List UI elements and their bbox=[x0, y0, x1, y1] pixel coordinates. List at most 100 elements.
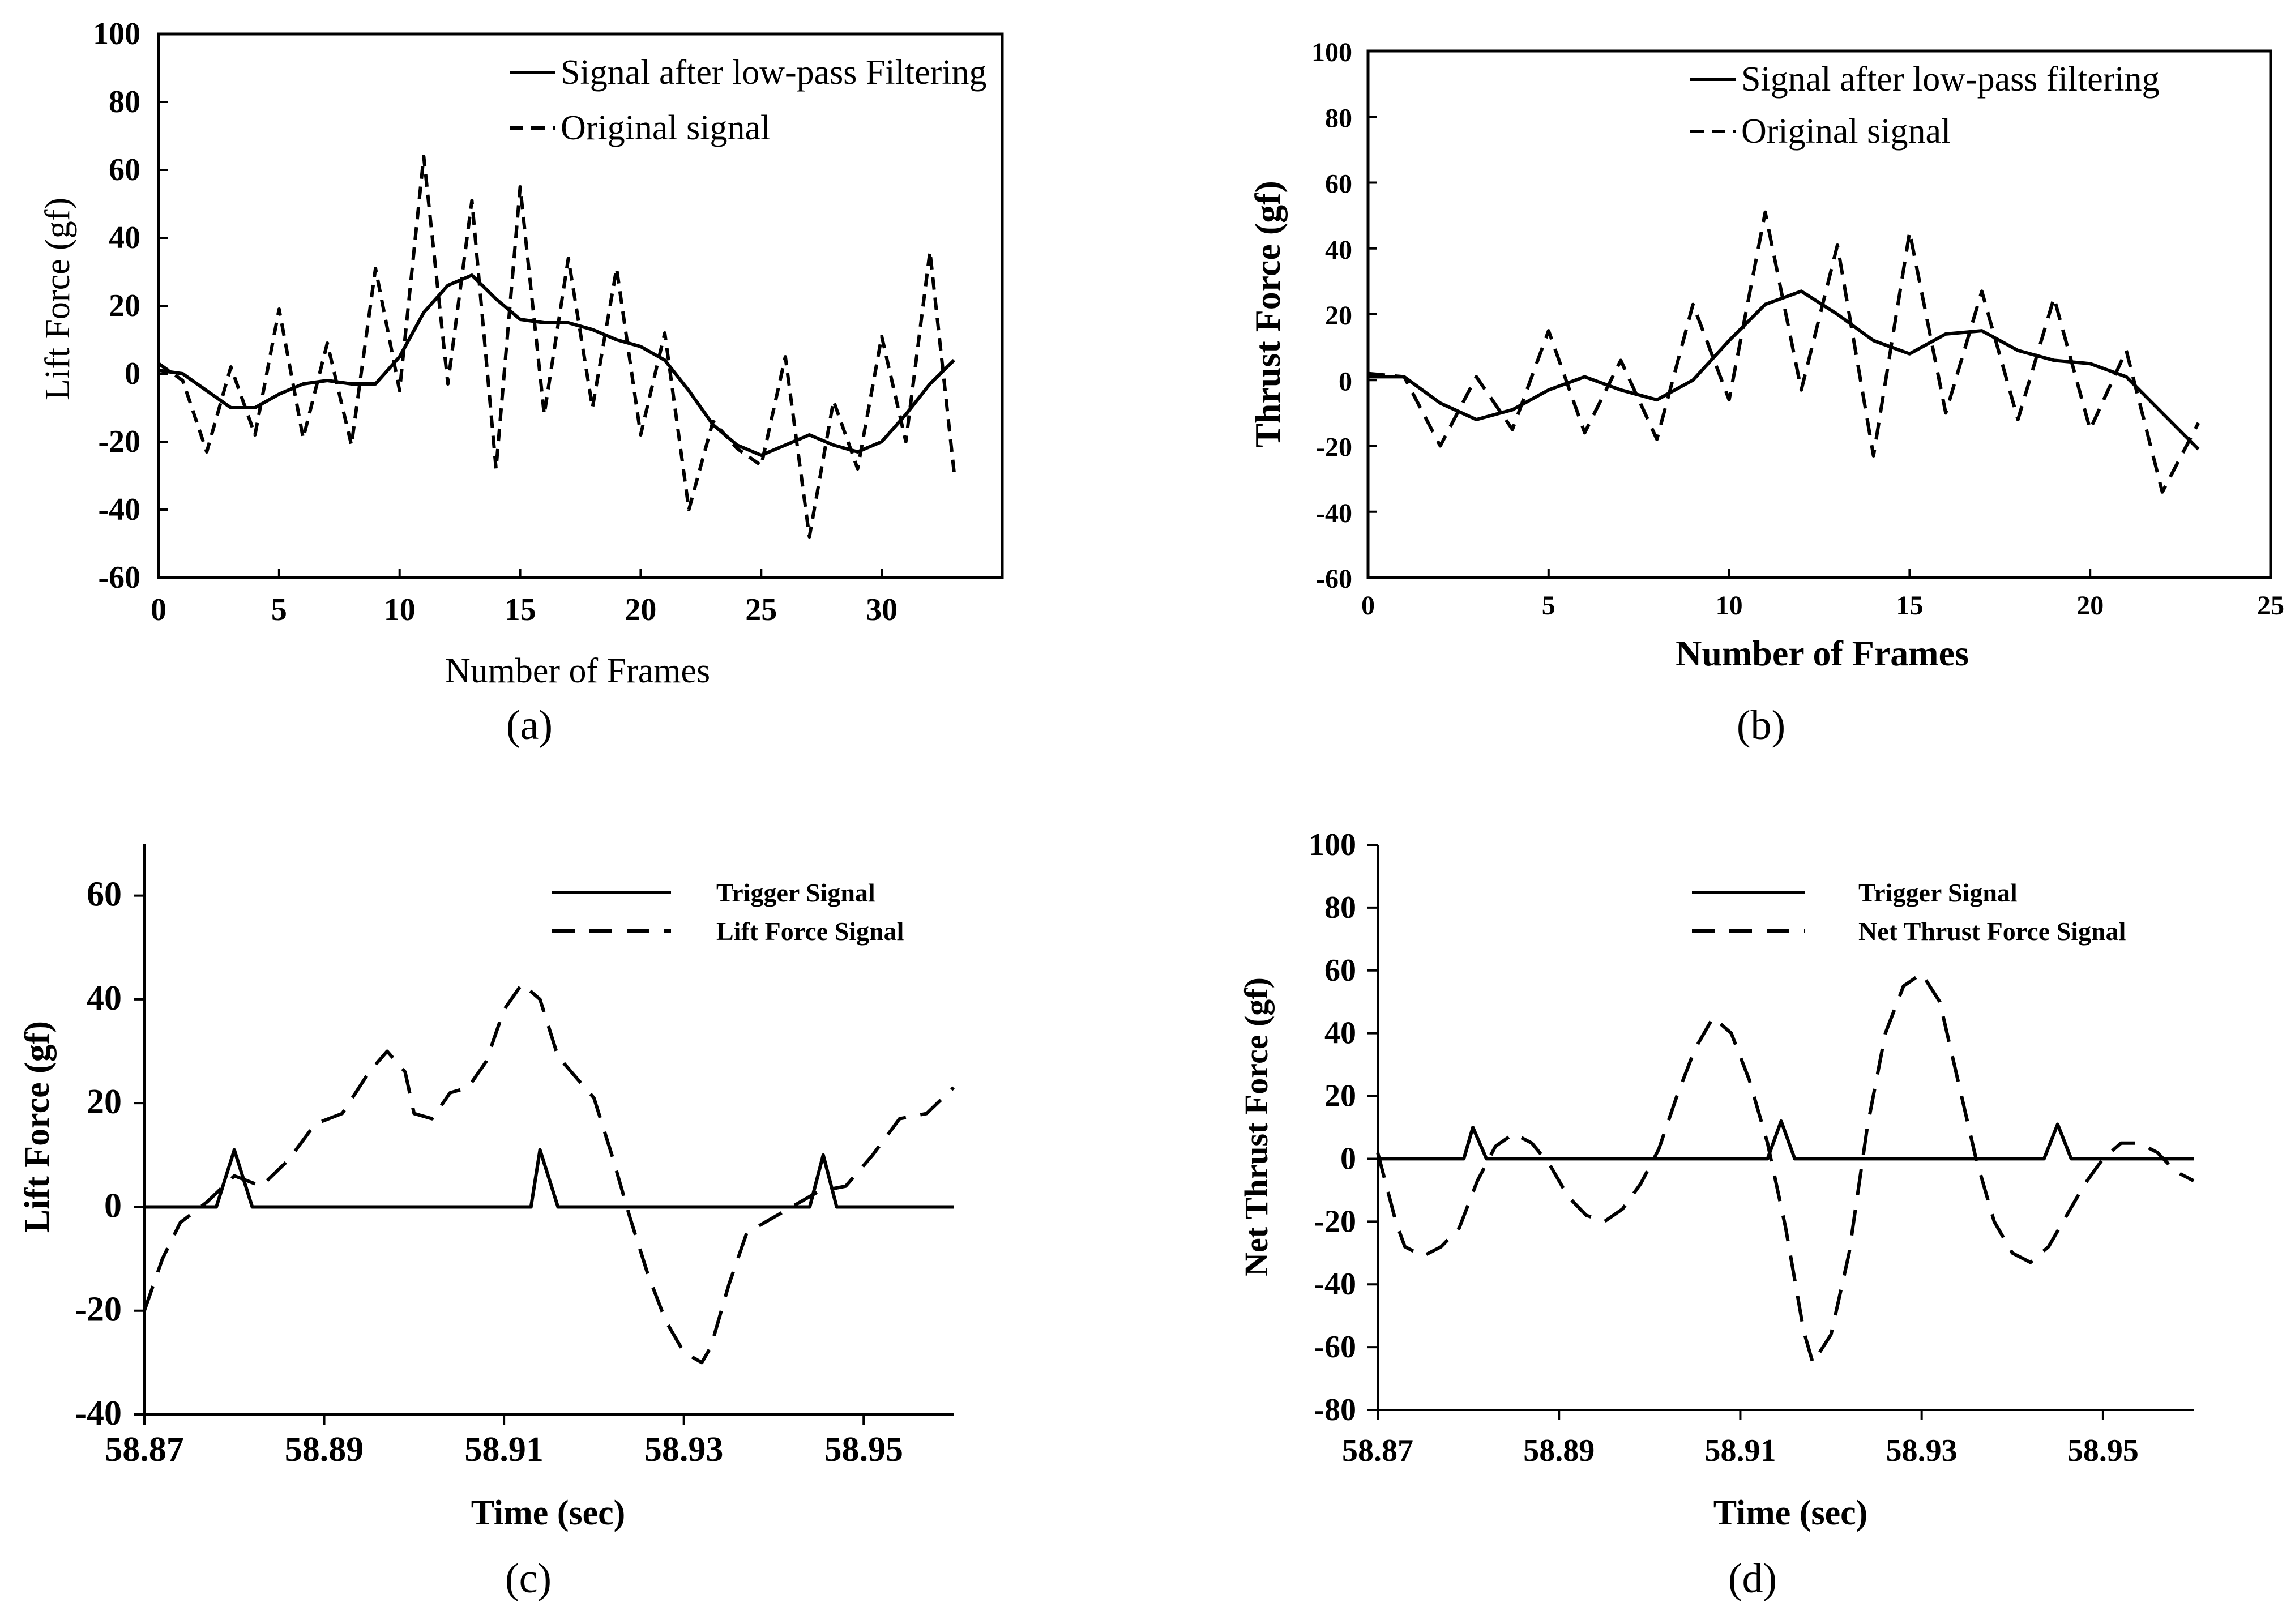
y-tick-label-c-5: 60 bbox=[87, 875, 122, 914]
y-tick-label-b-0: -60 bbox=[1316, 564, 1352, 594]
x-tick-label-d-4: 58.95 bbox=[2067, 1433, 2139, 1468]
y-tick-label-d-9: 100 bbox=[1309, 827, 1356, 862]
y-tick-label-d-0: -80 bbox=[1314, 1392, 1356, 1428]
y-tick-label-a-6: 60 bbox=[109, 152, 140, 187]
series-line-d-0 bbox=[1378, 1119, 2194, 1161]
chart-panel-c: -40 -20 0 20 40 60 58.87 58.89 58.91 58.93 58.95 T… bbox=[18, 844, 955, 1602]
series-line-d-1 bbox=[1376, 972, 2195, 1365]
x-tick-label-d-0: 58.87 bbox=[1342, 1433, 1413, 1468]
legend-label-c-1: Lift Force Signal bbox=[716, 917, 904, 946]
y-tick-label-a-3: 0 bbox=[125, 356, 140, 391]
chart-panel-a: -60 -40 -20 0 20 40 60 80 100 0 5 10 15 20 25 30 Number… bbox=[39, 16, 1004, 749]
tick-labels-a: -60 -40 -20 0 20 40 60 80 100 0 5 10 15 20 25 30 bbox=[93, 16, 898, 627]
y-tick-label-d-3: -20 bbox=[1314, 1204, 1356, 1239]
caption-a: (a) bbox=[506, 702, 553, 749]
y-tick-label-b-6: 60 bbox=[1325, 169, 1352, 199]
x-tick-label-b-4: 20 bbox=[2076, 591, 2104, 621]
x-tick-label-d-3: 58.93 bbox=[1886, 1433, 1958, 1468]
x-tick-label-c-1: 58.89 bbox=[285, 1430, 364, 1469]
series-line-b-1 bbox=[1367, 210, 2200, 494]
x-tick-label-a-6: 30 bbox=[866, 592, 898, 627]
series-lines-a bbox=[157, 155, 956, 539]
tick-labels-d: -80 -60 -40 -20 0 20 40 60 80 100 58.87 58.89 58.91 5… bbox=[1309, 827, 2139, 1468]
caption-d: (d) bbox=[1728, 1555, 1777, 1602]
x-tick-label-a-1: 5 bbox=[271, 592, 287, 627]
series-lines-c bbox=[143, 982, 955, 1365]
y-tick-label-c-3: 20 bbox=[87, 1083, 122, 1121]
series-line-c-1 bbox=[143, 982, 955, 1365]
legend-label-b-0: Signal after low-pass filtering bbox=[1741, 60, 2160, 99]
ticks-a bbox=[157, 33, 883, 579]
x-tick-label-b-2: 10 bbox=[1716, 591, 1743, 621]
series-lines-d bbox=[1376, 972, 2195, 1365]
x-tick-label-b-3: 15 bbox=[1896, 591, 1923, 621]
x-tick-label-d-1: 58.89 bbox=[1523, 1433, 1595, 1468]
y-tick-label-d-1: -60 bbox=[1314, 1330, 1356, 1365]
legend-label-a-0: Signal after low-pass Filtering bbox=[561, 53, 986, 92]
y-tick-label-a-2: -20 bbox=[98, 424, 140, 459]
x-axis-label-d: Time (sec) bbox=[1713, 1494, 1868, 1532]
y-axis-label-d: Net Thrust Force (gf) bbox=[1238, 977, 1275, 1276]
y-tick-label-c-4: 40 bbox=[87, 979, 122, 1018]
legend-a: Signal after low-pass Filtering Original… bbox=[510, 53, 986, 147]
x-tick-label-c-4: 58.95 bbox=[824, 1430, 903, 1469]
legend-label-a-1: Original signal bbox=[561, 109, 770, 147]
y-tick-label-c-1: -20 bbox=[75, 1290, 122, 1329]
tick-labels-b: -60 -40 -20 0 20 40 60 80 100 0 5 10 15 20 25 bbox=[1311, 37, 2284, 621]
x-tick-label-c-2: 58.91 bbox=[464, 1430, 544, 1469]
y-tick-label-b-7: 80 bbox=[1325, 103, 1352, 133]
y-tick-label-d-7: 60 bbox=[1324, 953, 1356, 988]
y-axis-label-b: Thrust Force (gf) bbox=[1247, 181, 1288, 448]
x-tick-label-a-3: 15 bbox=[505, 592, 536, 627]
series-line-a-0 bbox=[158, 273, 956, 457]
legend-b: Signal after low-pass filtering Original… bbox=[1690, 60, 2160, 151]
y-tick-label-a-1: -40 bbox=[98, 492, 140, 527]
x-axis-label-b: Number of Frames bbox=[1676, 633, 1969, 673]
caption-c: (c) bbox=[505, 1555, 552, 1602]
chart-panel-d: -80 -60 -40 -20 0 20 40 60 80 100 58.87 58.89 58.91 5… bbox=[1238, 827, 2195, 1602]
legend-label-b-1: Original signal bbox=[1741, 112, 1951, 151]
x-tick-label-a-0: 0 bbox=[151, 592, 166, 627]
y-tick-label-d-6: 40 bbox=[1324, 1016, 1356, 1051]
x-tick-label-c-3: 58.93 bbox=[644, 1430, 724, 1469]
legend-d: Trigger Signal Net Thrust Force Signal bbox=[1692, 878, 2126, 946]
x-tick-label-b-0: 0 bbox=[1361, 591, 1375, 621]
x-tick-label-a-2: 10 bbox=[384, 592, 416, 627]
series-lines-b bbox=[1367, 210, 2200, 494]
x-tick-label-b-5: 25 bbox=[2257, 591, 2284, 621]
y-tick-label-a-5: 40 bbox=[109, 220, 140, 255]
ticks-c bbox=[134, 894, 865, 1425]
y-tick-label-a-0: -60 bbox=[98, 560, 140, 595]
series-line-a-1 bbox=[157, 155, 956, 539]
x-tick-label-d-2: 58.91 bbox=[1704, 1433, 1776, 1468]
x-tick-label-b-1: 5 bbox=[1542, 591, 1555, 621]
y-tick-label-d-2: -40 bbox=[1314, 1267, 1356, 1302]
x-tick-label-c-0: 58.87 bbox=[105, 1430, 184, 1469]
legend-label-d-1: Net Thrust Force Signal bbox=[1858, 917, 2126, 946]
y-tick-label-b-1: -40 bbox=[1316, 498, 1352, 528]
x-axis-label-c: Time (sec) bbox=[471, 1494, 626, 1532]
y-tick-label-d-5: 20 bbox=[1324, 1079, 1356, 1114]
legend-c: Trigger Signal Lift Force Signal bbox=[552, 878, 904, 946]
y-tick-label-d-4: 0 bbox=[1340, 1141, 1356, 1176]
ticks-b bbox=[1367, 50, 2272, 579]
y-tick-label-c-0: -40 bbox=[75, 1394, 122, 1433]
y-tick-label-b-4: 20 bbox=[1325, 301, 1352, 331]
caption-b: (b) bbox=[1737, 702, 1785, 749]
tick-labels-c: -40 -20 0 20 40 60 58.87 58.89 58.91 58.93 58.95 bbox=[75, 875, 903, 1469]
x-tick-label-a-5: 25 bbox=[745, 592, 777, 627]
y-tick-label-b-3: 0 bbox=[1339, 366, 1352, 396]
y-tick-label-a-4: 20 bbox=[109, 288, 140, 323]
x-tick-label-a-4: 20 bbox=[625, 592, 656, 627]
x-axis-label-a: Number of Frames bbox=[445, 652, 710, 690]
y-tick-label-a-7: 80 bbox=[109, 84, 140, 119]
chart-panel-b: -60 -40 -20 0 20 40 60 80 100 0 5 10 15 20 25 Number o… bbox=[1247, 37, 2284, 749]
y-tick-label-d-8: 80 bbox=[1324, 890, 1356, 925]
y-tick-label-b-2: -20 bbox=[1316, 433, 1352, 463]
legend-label-d-0: Trigger Signal bbox=[1858, 878, 2018, 907]
y-axis-label-a: Lift Force (gf) bbox=[39, 198, 77, 400]
y-tick-label-b-5: 40 bbox=[1325, 235, 1352, 265]
y-tick-label-b-8: 100 bbox=[1311, 37, 1352, 67]
ticks-d bbox=[1367, 844, 2104, 1420]
y-tick-label-c-2: 0 bbox=[104, 1186, 122, 1225]
